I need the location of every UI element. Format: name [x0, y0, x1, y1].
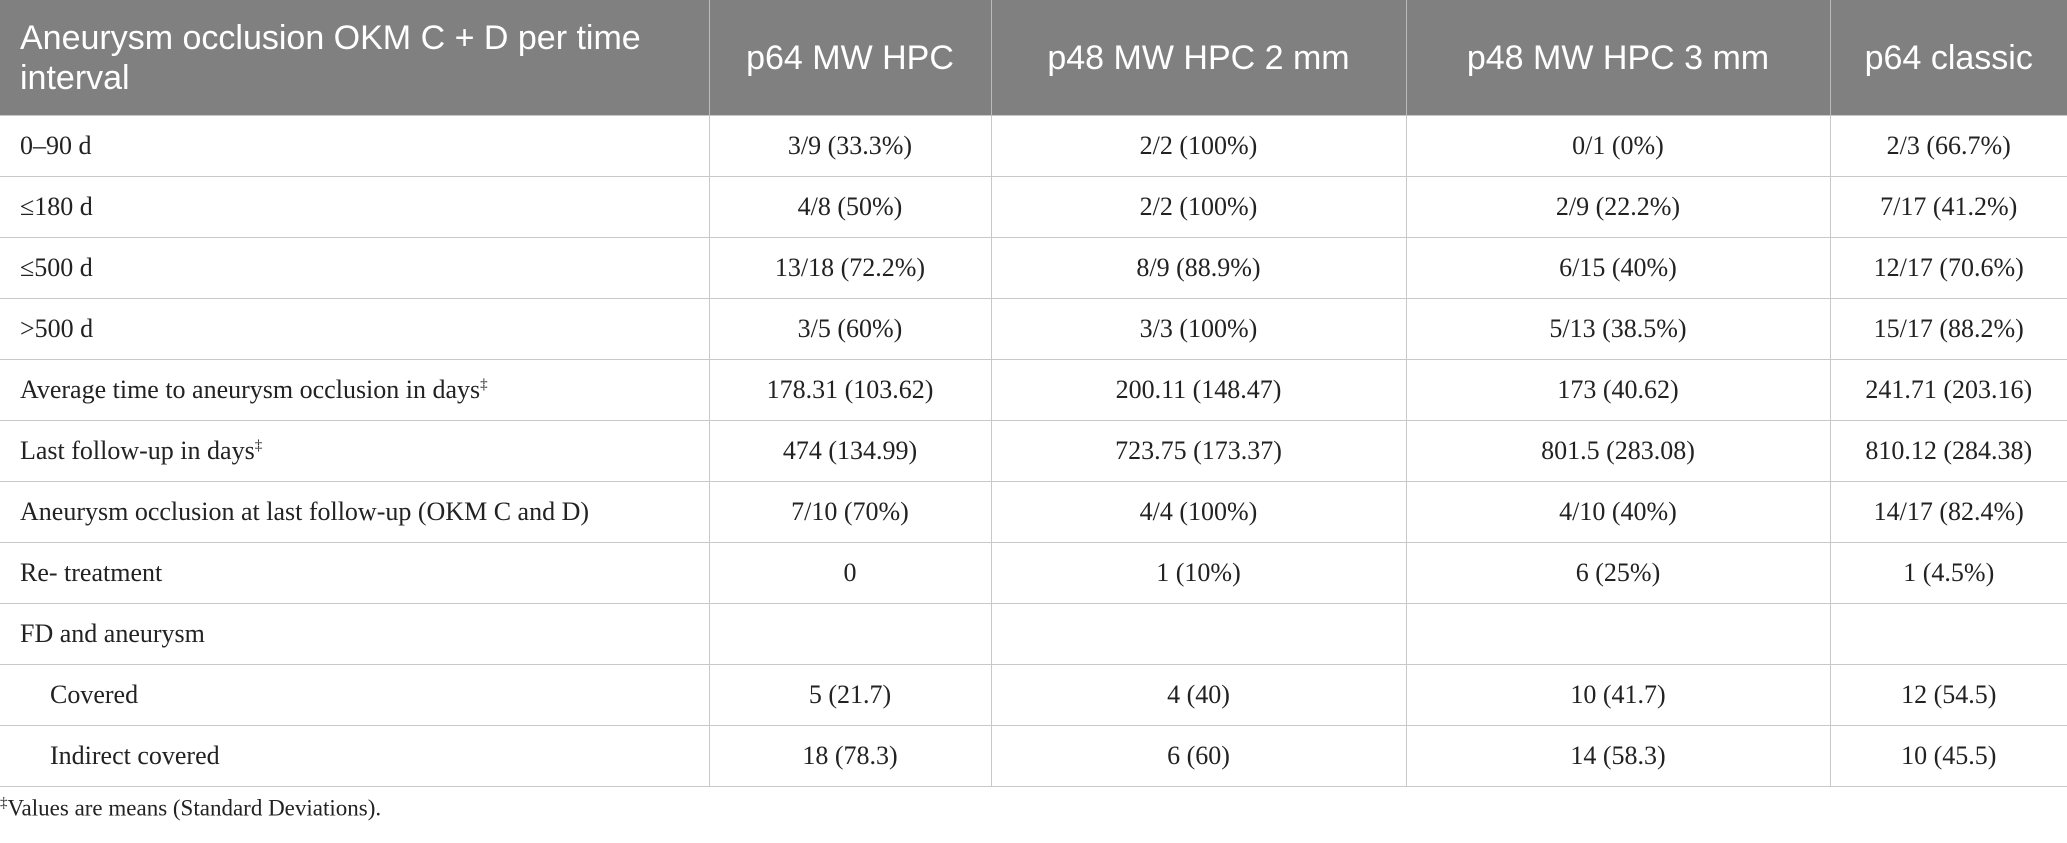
- column-header: p48 MW HPC 3 mm: [1405, 0, 1830, 116]
- cell: 474 (134.99): [708, 420, 992, 482]
- cell: [1405, 603, 1831, 665]
- row-label-text: Re- treatment: [20, 558, 163, 587]
- cell: 5 (21.7): [708, 664, 992, 726]
- table-row: ≤500 d 13/18 (72.2%) 8/9 (88.9%) 6/15 (40%)…: [0, 237, 2067, 299]
- table-row: FD and aneurysm: [0, 603, 2067, 665]
- note-mark: ‡: [254, 437, 263, 454]
- cell: 10 (45.5): [1829, 725, 2067, 787]
- table-row: Average time to aneurysm occlusion in da…: [0, 359, 2067, 421]
- cell: 18 (78.3): [708, 725, 992, 787]
- cell: 241.71 (203.16): [1829, 359, 2067, 421]
- cell: 14/17 (82.4%): [1829, 481, 2067, 543]
- cell: 8/9 (88.9%): [990, 237, 1407, 299]
- cell: 2/9 (22.2%): [1405, 176, 1831, 238]
- row-label: Last follow-up in days‡: [0, 420, 710, 482]
- table-row: 0–90 d 3/9 (33.3%) 2/2 (100%) 0/1 (0%) 2/3 (…: [0, 115, 2067, 177]
- table-row: ≤180 d 4/8 (50%) 2/2 (100%) 2/9 (22.2%) 7/17…: [0, 176, 2067, 238]
- table-body: 0–90 d 3/9 (33.3%) 2/2 (100%) 0/1 (0%) 2/3 (…: [0, 115, 2067, 787]
- note-mark: ‡: [480, 376, 488, 393]
- cell: [1829, 603, 2067, 665]
- cell: 7/10 (70%): [708, 481, 992, 543]
- cell: 0/1 (0%): [1405, 115, 1831, 177]
- cell: 2/2 (100%): [990, 115, 1407, 177]
- cell: 178.31 (103.62): [708, 359, 992, 421]
- cell: [708, 603, 992, 665]
- cell: 12 (54.5): [1829, 664, 2067, 726]
- cell: 6/15 (40%): [1405, 237, 1831, 299]
- cell: 6 (25%): [1405, 542, 1831, 604]
- row-label-text: >500 d: [20, 314, 94, 343]
- cell: 6 (60): [990, 725, 1407, 787]
- cell: 12/17 (70.6%): [1829, 237, 2067, 299]
- row-label: >500 d: [0, 298, 710, 360]
- table-row: >500 d 3/5 (60%) 3/3 (100%) 5/13 (38.5%) 15/…: [0, 298, 2067, 360]
- cell: 801.5 (283.08): [1405, 420, 1831, 482]
- cell: 14 (58.3): [1405, 725, 1831, 787]
- row-label-text: Aneurysm occlusion at last follow-up (OK…: [20, 497, 590, 526]
- row-label: Indirect covered: [0, 725, 710, 787]
- cell: 3/9 (33.3%): [708, 115, 992, 177]
- row-label: ≤180 d: [0, 176, 710, 238]
- cell: 4/8 (50%): [708, 176, 992, 238]
- cell: 4 (40): [990, 664, 1407, 726]
- footnote-mark: ‡: [0, 795, 8, 811]
- cell: 723.75 (173.37): [990, 420, 1407, 482]
- column-header: p48 MW HPC 2 mm: [990, 0, 1406, 116]
- data-table: Aneurysm occlusion OKM C + D per time in…: [0, 0, 2067, 787]
- cell: 810.12 (284.38): [1829, 420, 2067, 482]
- table-row: Last follow-up in days‡ 474 (134.99) 723.7…: [0, 420, 2067, 482]
- cell: 4/4 (100%): [990, 481, 1407, 543]
- cell: 10 (41.7): [1405, 664, 1831, 726]
- cell: 2/2 (100%): [990, 176, 1407, 238]
- row-label-text: ≤500 d: [20, 253, 93, 282]
- cell: 3/3 (100%): [990, 298, 1407, 360]
- cell: 7/17 (41.2%): [1829, 176, 2067, 238]
- row-label-text: Indirect covered: [50, 741, 220, 770]
- header-row: Aneurysm occlusion OKM C + D per time in…: [0, 0, 2067, 116]
- cell: 1 (4.5%): [1829, 542, 2067, 604]
- column-header: p64 MW HPC: [708, 0, 991, 116]
- row-label-text: Average time to aneurysm occlusion in da…: [20, 375, 481, 404]
- table-row: Aneurysm occlusion at last follow-up (OK…: [0, 481, 2067, 543]
- cell: 1 (10%): [990, 542, 1407, 604]
- cell: 3/5 (60%): [708, 298, 992, 360]
- cell: [990, 603, 1407, 665]
- cell: 200.11 (148.47): [990, 359, 1407, 421]
- cell: 13/18 (72.2%): [708, 237, 992, 299]
- cell: 4/10 (40%): [1405, 481, 1831, 543]
- table-row: Covered 5 (21.7) 4 (40) 10 (41.7) 12 (54.5): [0, 664, 2067, 726]
- footnote-text: Values are means (Standard Deviations).: [7, 795, 382, 821]
- column-header: Aneurysm occlusion OKM C + D per time in…: [0, 0, 709, 116]
- row-label: Aneurysm occlusion at last follow-up (OK…: [0, 481, 710, 543]
- row-label: Average time to aneurysm occlusion in da…: [0, 359, 710, 421]
- footnote: ‡Values are means (Standard Deviations).: [0, 787, 2067, 822]
- cell: 15/17 (88.2%): [1829, 298, 2067, 360]
- row-label: ≤500 d: [0, 237, 710, 299]
- table-row: Indirect covered 18 (78.3) 6 (60) 14 (58.3)…: [0, 725, 2067, 787]
- cell: 2/3 (66.7%): [1829, 115, 2067, 177]
- row-label-text: ≤180 d: [20, 192, 93, 221]
- row-label-text: FD and aneurysm: [20, 619, 205, 648]
- cell: 0: [708, 542, 992, 604]
- column-header: p64 classic: [1829, 0, 2067, 116]
- row-label: 0–90 d: [0, 115, 710, 177]
- row-label-text: Last follow-up in days: [20, 436, 255, 465]
- row-label-text: Covered: [50, 680, 139, 709]
- cell: 173 (40.62): [1405, 359, 1831, 421]
- row-label: Re- treatment: [0, 542, 710, 604]
- row-label-text: 0–90 d: [20, 131, 92, 160]
- table-row: Re- treatment 0 1 (10%) 6 (25%) 1 (4.5%): [0, 542, 2067, 604]
- cell: 5/13 (38.5%): [1405, 298, 1831, 360]
- row-label: Covered: [0, 664, 710, 726]
- row-label: FD and aneurysm: [0, 603, 710, 665]
